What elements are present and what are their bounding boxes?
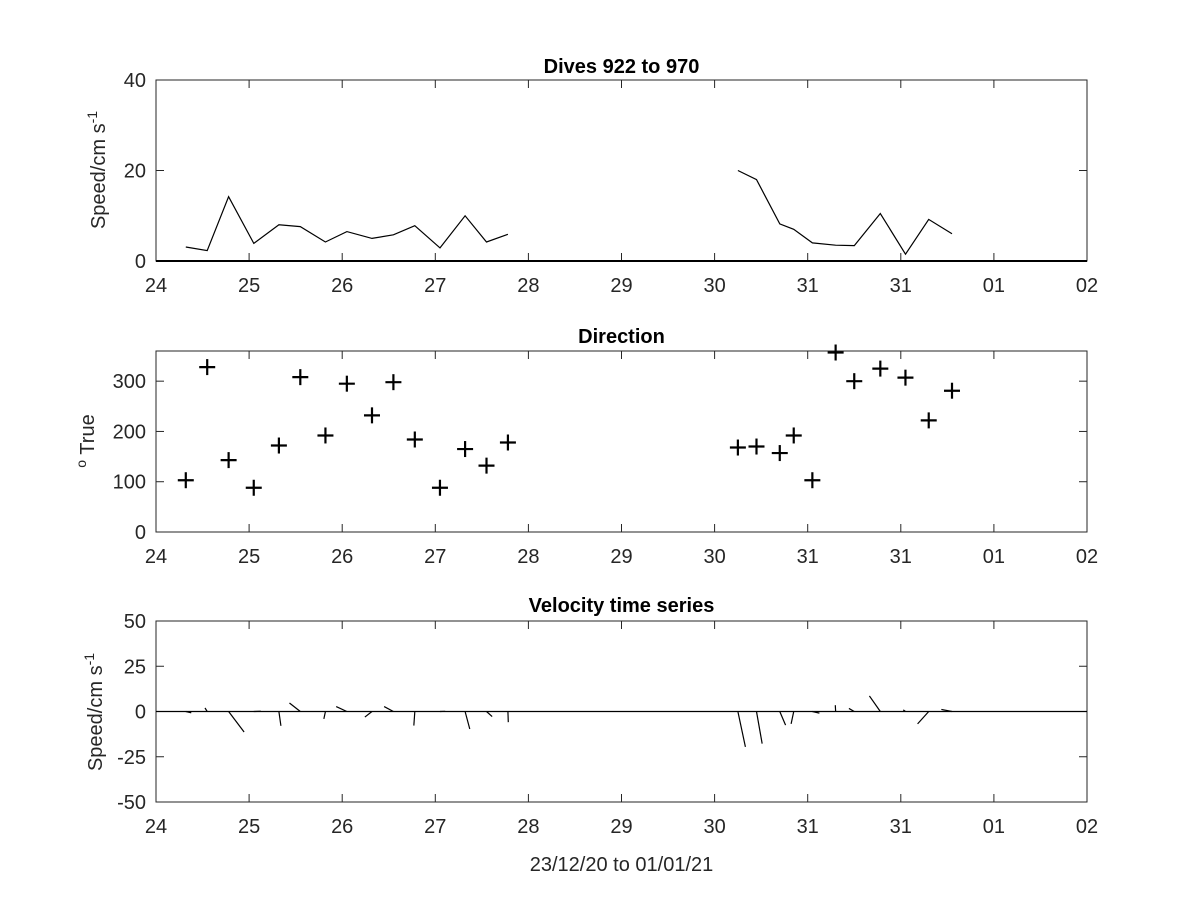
y-tick-label: 100 [113, 472, 146, 494]
x-tick-label: 29 [610, 275, 632, 297]
x-tick-label: 01 [983, 816, 1005, 838]
x-tick-label: 31 [797, 275, 819, 297]
y-tick-label: 200 [113, 421, 146, 443]
x-tick-label: 25 [238, 275, 260, 297]
x-tick-label: 02 [1076, 275, 1098, 297]
y-tick-label: 0 [135, 522, 146, 544]
x-tick-label: 28 [517, 546, 539, 568]
y-tick-label: 20 [124, 161, 146, 183]
x-tick-label: 29 [610, 816, 632, 838]
panel-1-speed: Dives 922 to 970 Speed/cm s-1 24 25 26 27 28… [84, 56, 1098, 297]
x-tick-label: 26 [331, 546, 353, 568]
panel-3-xlabel: 23/12/20 to 01/01/21 [530, 854, 714, 876]
x-tick-label: 27 [424, 275, 446, 297]
panel-3-ylabel: Speed/cm s-1 [81, 653, 107, 771]
x-tick-label: 25 [238, 546, 260, 568]
x-tick-label: 26 [331, 816, 353, 838]
panel-2-ylabel: o True [73, 414, 99, 467]
y-tick-label: 40 [124, 70, 146, 92]
x-tick-label: 31 [797, 546, 819, 568]
x-tick-label: 02 [1076, 816, 1098, 838]
x-tick-label: 30 [703, 546, 725, 568]
y-tick-label: 0 [135, 702, 146, 724]
x-tick-label: 31 [797, 816, 819, 838]
y-tick-label: 50 [124, 611, 146, 633]
x-tick-label: 24 [145, 275, 167, 297]
x-tick-label: 29 [610, 546, 632, 568]
panel-2-title: Direction [578, 326, 665, 348]
x-tick-label: 01 [983, 275, 1005, 297]
x-tick-label: 25 [238, 816, 260, 838]
panel-3-velocity: Velocity time series Speed/cm s-1 23/12/… [81, 595, 1098, 876]
x-tick-label: 24 [145, 816, 167, 838]
panel-3-title: Velocity time series [529, 595, 715, 617]
panel-1-ylabel: Speed/cm s-1 [84, 111, 110, 229]
y-tick-label: 25 [124, 656, 146, 678]
y-tick-label: -50 [117, 792, 146, 814]
x-tick-label: 24 [145, 546, 167, 568]
y-tick-label: 0 [135, 251, 146, 273]
x-tick-label: 28 [517, 275, 539, 297]
x-tick-label: 01 [983, 546, 1005, 568]
x-tick-label: 31 [890, 816, 912, 838]
x-tick-label: 02 [1076, 546, 1098, 568]
y-tick-label: -25 [117, 747, 146, 769]
y-tick-label: 300 [113, 371, 146, 393]
x-tick-label: 27 [424, 816, 446, 838]
x-tick-label: 30 [703, 816, 725, 838]
x-tick-label: 31 [890, 546, 912, 568]
x-tick-label: 28 [517, 816, 539, 838]
x-tick-label: 30 [703, 275, 725, 297]
panel-1-axes-box [156, 80, 1087, 261]
x-tick-label: 26 [331, 275, 353, 297]
x-tick-label: 27 [424, 546, 446, 568]
panel-1-title: Dives 922 to 970 [544, 56, 700, 78]
x-tick-label: 31 [890, 275, 912, 297]
